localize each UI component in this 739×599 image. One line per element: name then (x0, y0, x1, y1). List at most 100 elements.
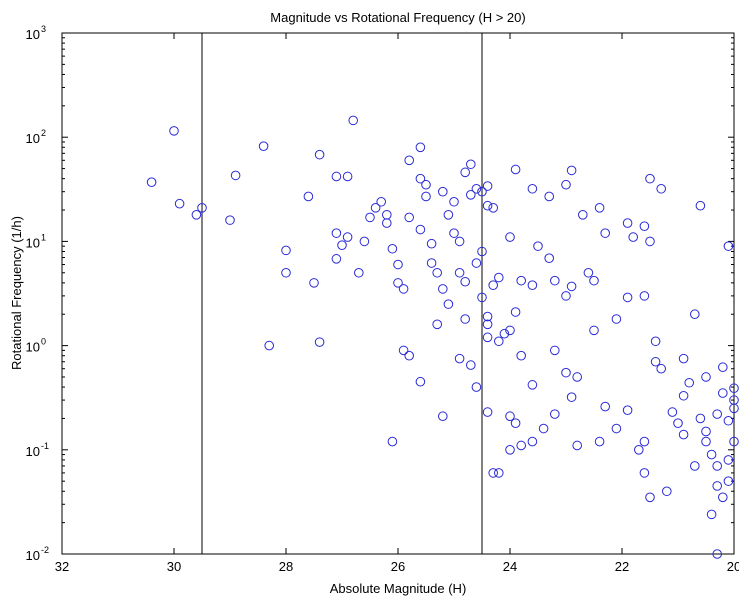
x-tick-label: 30 (167, 559, 181, 574)
data-point (706, 449, 717, 460)
data-point (510, 164, 521, 175)
x-tick-label: 20 (727, 559, 739, 574)
data-point (645, 236, 655, 247)
data-point (510, 307, 521, 317)
y-tick-exponent: -2 (41, 545, 49, 555)
data-point (415, 142, 426, 153)
data-point (415, 376, 426, 387)
data-point (365, 212, 375, 223)
y-tick-exponent: 0 (41, 337, 46, 347)
data-point (258, 141, 269, 151)
data-point (197, 203, 207, 213)
data-point (723, 415, 734, 426)
plot-area (61, 32, 735, 555)
data-point (225, 215, 235, 225)
data-point (628, 232, 639, 242)
data-point (589, 275, 599, 286)
data-point (393, 278, 403, 288)
data-point (510, 418, 521, 429)
data-point (589, 325, 599, 336)
data-point (695, 413, 706, 424)
y-tick-label: 10 (26, 548, 40, 563)
data-point (578, 210, 588, 220)
data-point (398, 284, 409, 294)
y-tick-exponent: 1 (41, 232, 46, 242)
x-tick-label: 28 (279, 559, 293, 574)
data-point (673, 418, 683, 429)
data-point (690, 309, 700, 320)
data-point (342, 232, 353, 242)
data-point (718, 492, 728, 503)
data-point (639, 468, 650, 478)
data-point (331, 171, 342, 182)
data-point (482, 200, 493, 211)
data-point (600, 401, 611, 412)
data-point (421, 191, 431, 202)
data-point (482, 407, 493, 417)
data-point (404, 155, 415, 166)
y-tick-exponent: 3 (41, 24, 46, 34)
data-point (438, 411, 448, 422)
data-point (650, 336, 661, 347)
data-point (650, 356, 661, 367)
data-point (432, 319, 443, 330)
data-point (438, 186, 448, 197)
chart-title: Magnitude vs Rotational Frequency (H > 2… (270, 10, 525, 25)
y-tick-label: 10 (26, 131, 40, 146)
data-point (494, 468, 504, 478)
data-point (482, 181, 493, 191)
x-tick-label: 22 (615, 559, 629, 574)
data-point (550, 409, 560, 419)
data-point (466, 159, 476, 170)
data-point (561, 291, 571, 301)
scatter-points (146, 115, 739, 559)
y-tick-label: 10 (26, 444, 40, 459)
data-point (477, 292, 487, 303)
y-tick-label: 10 (26, 340, 40, 355)
data-point (561, 179, 571, 190)
data-point (723, 241, 734, 251)
x-axis-title: Absolute Magnitude (H) (330, 581, 467, 596)
data-point (505, 232, 515, 242)
x-tick-label: 32 (55, 559, 69, 574)
data-point (550, 275, 560, 286)
data-point (645, 173, 655, 184)
data-point (712, 549, 723, 559)
data-point (594, 203, 605, 213)
data-point (662, 486, 672, 497)
data-point (639, 436, 650, 447)
data-point (572, 440, 583, 451)
data-point (415, 224, 426, 235)
y-tick-exponent: -1 (41, 441, 49, 451)
data-point (393, 259, 403, 270)
data-point (477, 186, 487, 197)
data-point (494, 336, 504, 347)
data-point (706, 509, 717, 520)
data-point (454, 267, 465, 278)
data-point (432, 267, 443, 278)
data-point (264, 340, 275, 351)
data-point (146, 177, 157, 187)
data-point (466, 190, 476, 200)
data-point (684, 377, 695, 388)
data-point (191, 210, 202, 220)
data-point (404, 350, 415, 361)
data-point (309, 278, 319, 288)
data-point (370, 203, 381, 213)
x-tick-label: 24 (503, 559, 517, 574)
data-point (331, 254, 342, 264)
data-point (516, 440, 527, 451)
data-point (488, 203, 499, 213)
data-point (482, 319, 493, 330)
data-point (678, 390, 689, 401)
data-point (639, 291, 650, 301)
data-point (303, 191, 314, 202)
data-point (460, 276, 471, 287)
data-point (600, 228, 611, 238)
data-point (729, 383, 739, 394)
data-point (460, 167, 471, 178)
data-point (477, 246, 487, 257)
data-point (544, 253, 555, 263)
data-point (634, 445, 644, 455)
data-point (488, 280, 499, 290)
